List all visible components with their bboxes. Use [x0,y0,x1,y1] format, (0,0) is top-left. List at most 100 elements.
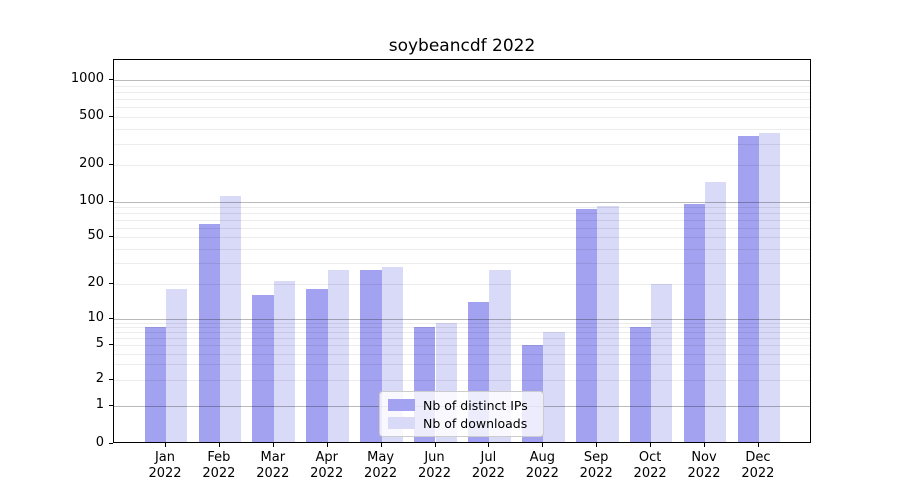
bar-distinct-ips [198,223,220,442]
minor-gridline [114,220,810,222]
minor-gridline [114,116,810,118]
minor-gridline [114,213,810,215]
x-tick-label: Feb 2022 [202,450,236,481]
x-tick-label: Dec 2022 [741,450,775,481]
x-tick-mark [326,443,328,447]
major-gridline [114,319,810,320]
x-tick-mark [380,443,382,447]
x-tick-mark [757,443,759,447]
y-tick-mark [109,115,113,117]
y-tick-label: 1 [95,397,104,412]
major-gridline [114,80,810,81]
bar-downloads [327,270,350,442]
y-tick-label: 50 [87,228,104,244]
y-tick-label: 100 [79,193,104,208]
minor-gridline [114,345,810,347]
y-tick-mark [109,318,113,319]
bar-downloads [758,132,781,442]
minor-gridline [114,353,810,355]
minor-gridline [114,128,810,130]
x-tick-label: Aug 2022 [525,450,559,481]
bar-distinct-ips [683,204,705,442]
y-tick-label: 0 [95,435,104,450]
bar-downloads [597,206,619,442]
x-tick-label: Oct 2022 [633,450,667,481]
x-tick-mark [704,443,705,447]
x-tick-label: Jan 2022 [148,450,182,481]
minor-gridline [114,327,810,329]
y-tick-mark [109,236,113,238]
y-tick-label: 200 [79,156,104,172]
bar-distinct-ips [360,270,382,442]
x-tick-label: Jun 2022 [417,450,452,481]
bar-distinct-ips [306,289,328,442]
minor-gridline [114,248,810,250]
bar-distinct-ips [629,327,652,442]
y-tick-mark [109,344,113,346]
x-tick-mark [218,443,220,447]
bar-distinct-ips [252,295,274,442]
minor-gridline [114,263,810,265]
y-tick-label: 500 [79,107,104,123]
minor-gridline [114,207,810,209]
x-tick-mark [272,443,274,447]
y-tick-label: 2 [95,370,104,386]
chart-title: soybeancdf 2022 [388,36,536,56]
bar-distinct-ips [737,135,759,442]
y-tick-label: 20 [87,274,104,290]
minor-gridline [114,165,810,167]
minor-gridline [114,107,810,109]
major-gridline [114,202,810,203]
x-tick-mark [434,443,436,447]
minor-gridline [114,364,810,366]
minor-gridline [114,338,810,340]
legend-label-distinct-ips: Nb of distinct IPs [423,397,528,413]
minor-gridline [114,237,810,239]
x-tick-mark [650,443,652,447]
legend-item-downloads: Nb of downloads [388,415,536,431]
x-tick-mark [488,443,490,447]
x-tick-label: Jul 2022 [471,450,505,481]
minor-gridline [114,322,810,324]
plot-area [113,59,811,443]
x-tick-mark [165,443,166,447]
minor-gridline [114,143,810,145]
bar-downloads [166,289,188,442]
bar-downloads [219,195,242,442]
minor-gridline [114,227,810,229]
y-tick-mark [109,405,113,406]
legend-item-distinct-ips: Nb of distinct IPs [388,397,536,413]
y-tick-mark [109,378,113,380]
y-tick-mark [109,443,113,444]
x-tick-label: May 2022 [364,450,398,481]
bar-downloads [651,283,673,442]
legend-swatch-downloads [388,417,415,429]
y-tick-mark [109,282,113,284]
x-tick-label: Mar 2022 [256,450,290,481]
y-tick-mark [109,201,113,202]
legend-label-downloads: Nb of downloads [423,415,528,431]
x-tick-mark [596,443,598,447]
x-tick-label: Sep 2022 [579,450,613,481]
y-tick-label: 5 [95,336,104,352]
legend-swatch-distinct-ips [388,399,415,411]
x-tick-label: Apr 2022 [310,450,344,481]
y-tick-mark [109,79,113,80]
minor-gridline [114,379,810,381]
y-tick-label: 1000 [70,71,104,86]
minor-gridline [114,98,810,100]
bar-downloads [705,182,727,442]
x-tick-mark [542,443,544,447]
bar-distinct-ips [144,327,166,442]
x-tick-label: Nov 2022 [687,450,721,481]
bar-distinct-ips [575,209,598,442]
minor-gridline [114,332,810,334]
legend: Nb of distinct IPs Nb of downloads [379,391,544,437]
minor-gridline [114,283,810,285]
grid-layer [114,60,810,442]
y-tick-label: 10 [87,310,104,325]
bar-downloads [543,332,565,442]
minor-gridline [114,85,810,87]
y-tick-mark [109,164,113,166]
